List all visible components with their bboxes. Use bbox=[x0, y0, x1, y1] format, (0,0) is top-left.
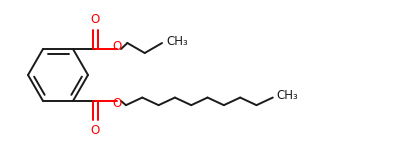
Text: CH₃: CH₃ bbox=[277, 89, 298, 102]
Text: O: O bbox=[112, 39, 122, 52]
Text: O: O bbox=[90, 13, 100, 26]
Text: O: O bbox=[90, 124, 100, 137]
Text: CH₃: CH₃ bbox=[166, 34, 188, 48]
Text: O: O bbox=[112, 98, 122, 111]
